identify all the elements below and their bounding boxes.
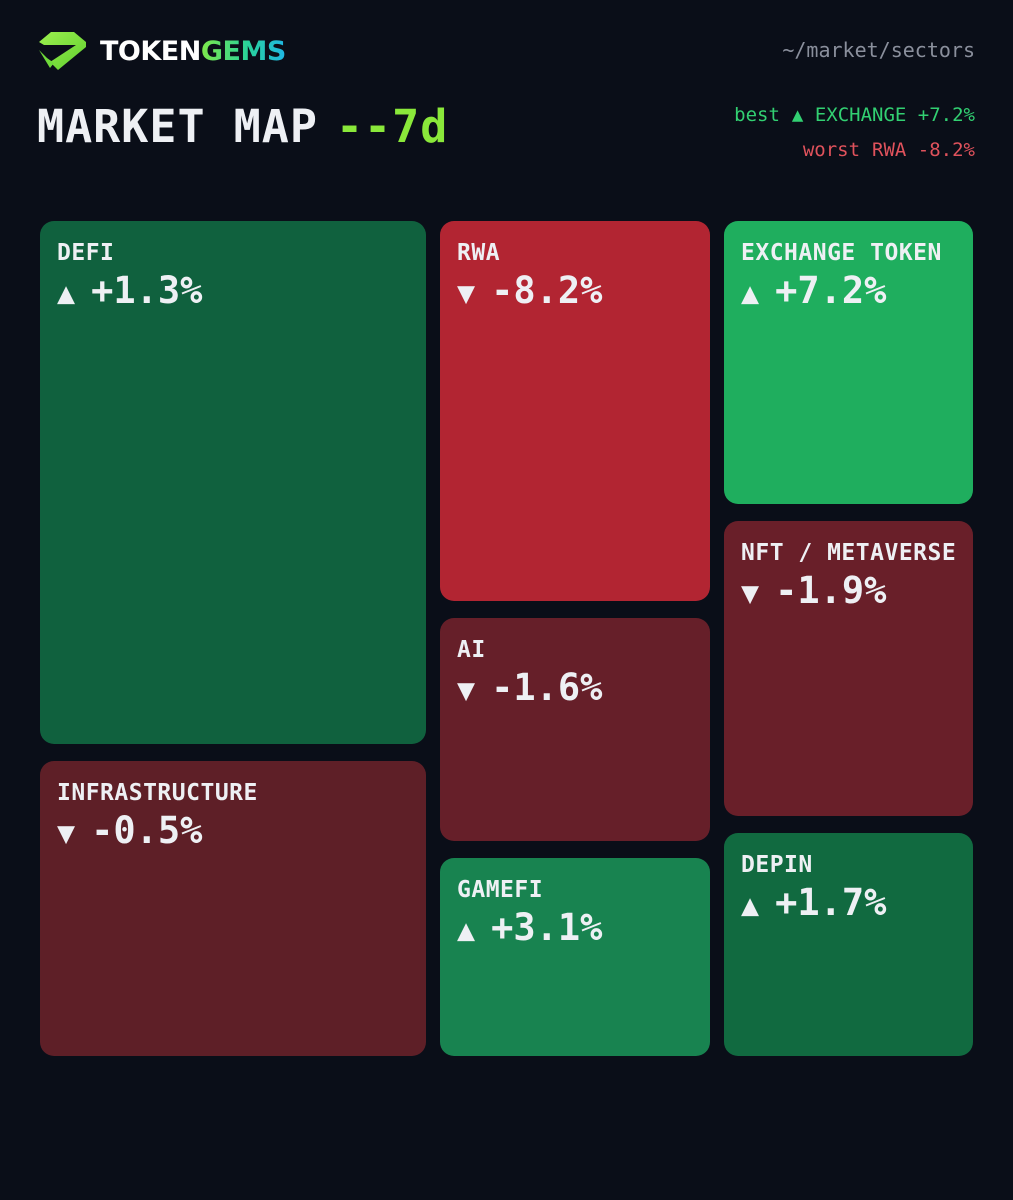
sector-tile-depin[interactable]: DEPIN ▲ +1.7%	[724, 833, 973, 1056]
best-sector-summary: best ▲ EXCHANGE +7.2%	[734, 104, 975, 126]
sector-tile-infrastructure[interactable]: INFRASTRUCTURE ▼ -0.5%	[40, 761, 426, 1056]
down-arrow-icon: ▼	[457, 673, 476, 708]
sector-change: ▲ +1.7%	[741, 881, 956, 928]
worst-sector-name: RWA	[872, 139, 907, 161]
page-title-separator: --	[335, 100, 393, 153]
brand-name-part1: TOKEN	[100, 35, 201, 67]
brand-logo[interactable]: TOKENGEMS	[36, 30, 286, 72]
sector-change: ▼ -0.5%	[57, 809, 409, 856]
down-arrow-icon: ▼	[457, 276, 476, 311]
sector-tile-gamefi[interactable]: GAMEFI ▲ +3.1%	[440, 858, 710, 1056]
brand-name: TOKENGEMS	[100, 36, 286, 67]
sector-change-value: +1.7%	[775, 881, 887, 924]
sector-change-value: -0.5%	[91, 809, 203, 852]
sector-name: GAMEFI	[457, 877, 544, 903]
sector-tile-rwa[interactable]: RWA ▼ -8.2%	[440, 221, 710, 601]
up-arrow-icon: ▲	[791, 104, 804, 126]
sector-change: ▲ +3.1%	[457, 906, 693, 953]
sector-change: ▼ -1.9%	[741, 569, 956, 616]
sector-change-value: +3.1%	[491, 906, 603, 949]
down-arrow-icon: ▼	[741, 576, 760, 611]
sector-tile-ai[interactable]: AI ▼ -1.6%	[440, 618, 710, 841]
sector-change-value: -1.6%	[491, 666, 603, 709]
up-arrow-icon: ▲	[57, 276, 76, 311]
page-title: MARKET MAP --7d	[37, 100, 448, 153]
breadcrumb-path: ~/market/sectors	[782, 38, 975, 62]
period-selector[interactable]: 7d	[392, 100, 449, 153]
best-sector-change: +7.2%	[917, 104, 975, 126]
sector-change-value: +1.3%	[91, 269, 203, 312]
up-arrow-icon: ▲	[741, 276, 760, 311]
worst-sector-change: -8.2%	[917, 139, 975, 161]
up-arrow-icon: ▲	[741, 888, 760, 923]
best-sector-name: EXCHANGE	[814, 104, 907, 126]
sector-name: AI	[457, 637, 486, 663]
sector-tile-defi[interactable]: DEFI ▲ +1.3%	[40, 221, 426, 744]
worst-label: worst	[802, 139, 861, 161]
sector-name: INFRASTRUCTURE	[57, 780, 258, 806]
sector-name: DEPIN	[741, 852, 813, 878]
sector-name: EXCHANGE TOKEN	[741, 240, 942, 266]
sector-tile-nft-metaverse[interactable]: NFT / METAVERSE ▼ -1.9%	[724, 521, 973, 816]
sector-change-value: -1.9%	[775, 569, 887, 612]
sector-change: ▼ -8.2%	[457, 269, 693, 316]
sector-name: DEFI	[57, 240, 115, 266]
down-arrow-icon: ▼	[57, 816, 76, 851]
sector-name: NFT / METAVERSE	[741, 540, 957, 566]
worst-sector-summary: worst RWA -8.2%	[803, 139, 975, 161]
page-title-main: MARKET MAP	[37, 100, 318, 153]
brand-name-part2: GEMS	[200, 35, 286, 67]
sector-tile-exchange-token[interactable]: EXCHANGE TOKEN ▲ +7.2%	[724, 221, 973, 504]
sector-change: ▲ +1.3%	[57, 269, 409, 316]
sector-change: ▼ -1.6%	[457, 666, 693, 713]
sector-change-value: +7.2%	[775, 269, 887, 312]
sector-name: RWA	[457, 240, 501, 266]
sector-change: ▲ +7.2%	[741, 269, 956, 316]
up-arrow-icon: ▲	[457, 913, 476, 948]
gem-logo-icon	[39, 32, 86, 70]
sector-change-value: -8.2%	[491, 269, 603, 312]
best-label: best	[734, 104, 780, 126]
